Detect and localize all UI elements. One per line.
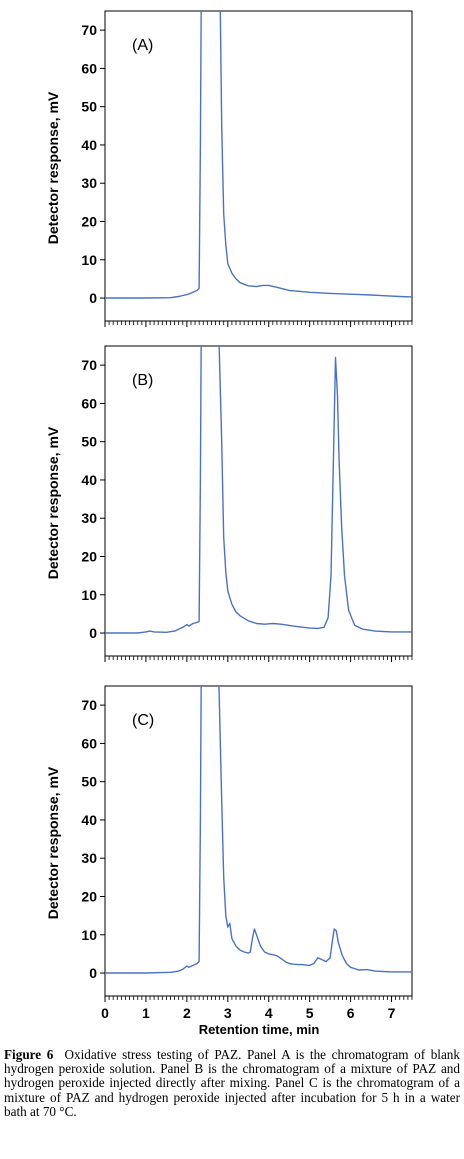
y-tick-label: 40 xyxy=(81,472,97,488)
y-tick-label: 50 xyxy=(81,774,97,790)
y-tick-label: 70 xyxy=(81,697,97,713)
plot-frame xyxy=(104,685,413,997)
figure-caption: Figure 6 Oxidative stress testing of PAZ… xyxy=(4,1047,460,1119)
y-tick-label: 0 xyxy=(89,290,97,306)
y-tick-label: 20 xyxy=(81,548,97,564)
y-tick-label: 50 xyxy=(81,99,97,115)
x-tick-label: 6 xyxy=(347,1005,355,1021)
y-tick-label: 70 xyxy=(81,22,97,38)
panel-a-chart: 0 10 20 30 40 50 60 70 Detector response, mV (A) xyxy=(45,10,413,327)
y-tick-label: 0 xyxy=(89,965,97,981)
y-tick-label: 20 xyxy=(81,888,97,904)
y-tick-label: 60 xyxy=(81,60,97,76)
x-tick-label: 2 xyxy=(183,1005,191,1021)
y-tick-label: 70 xyxy=(81,357,97,373)
panel-label: (B) xyxy=(132,372,153,389)
y-tick-label: 20 xyxy=(81,213,97,229)
y-tick-label: 30 xyxy=(81,510,97,526)
y-tick-label: 10 xyxy=(81,587,97,603)
y-axis-title: Detector response, mV xyxy=(45,426,61,579)
chromatogram-trace xyxy=(105,686,412,974)
x-tick-label: 4 xyxy=(265,1005,273,1021)
panel-label: (C) xyxy=(132,712,154,729)
panel-b-chart: 0 10 20 30 40 50 60 70 Detector response, mV (B) xyxy=(45,345,413,662)
y-tick-label: 40 xyxy=(81,137,97,153)
y-axis-title: Detector response, mV xyxy=(45,91,61,244)
y-tick-label: 50 xyxy=(81,434,97,450)
x-tick-label: 5 xyxy=(306,1005,314,1021)
caption-label: Figure 6 xyxy=(4,1047,54,1062)
caption-text: Oxidative stress testing of PAZ. Panel A… xyxy=(4,1047,460,1119)
chromatogram-trace xyxy=(105,11,412,299)
x-axis-title: Retention time, min xyxy=(199,1022,320,1037)
plot-frame xyxy=(104,10,413,322)
y-tick-label: 10 xyxy=(81,252,97,268)
y-tick-label: 60 xyxy=(81,395,97,411)
chromatogram-trace xyxy=(105,346,412,634)
y-tick-label: 10 xyxy=(81,927,97,943)
panel-label: (A) xyxy=(132,37,153,54)
y-tick-label: 30 xyxy=(81,175,97,191)
x-tick-label: 1 xyxy=(142,1005,150,1021)
y-axis-title: Detector response, mV xyxy=(45,766,61,919)
y-tick-label: 40 xyxy=(81,812,97,828)
y-tick-label: 30 xyxy=(81,850,97,866)
y-tick-label: 0 xyxy=(89,625,97,641)
panel-c-chart: 0 10 20 30 40 50 60 70 0 1 2 3 4 5 6 7 Detector response… xyxy=(45,685,413,1021)
x-tick-label: 0 xyxy=(101,1005,109,1021)
y-tick-label: 60 xyxy=(81,735,97,751)
plot-frame xyxy=(104,345,413,657)
x-tick-label: 7 xyxy=(388,1005,396,1021)
x-tick-label: 3 xyxy=(224,1005,232,1021)
